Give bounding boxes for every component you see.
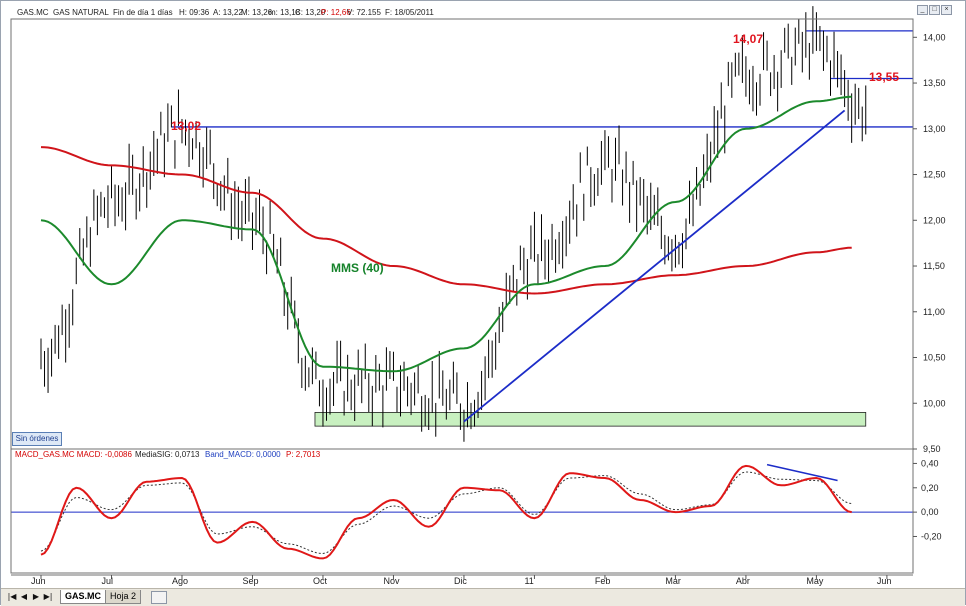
y-tick-label: 13,50: [923, 78, 946, 88]
y-tick-label: 9,50: [923, 444, 941, 454]
x-tick-label: May: [806, 576, 824, 586]
x-tick-label: Jul: [101, 576, 113, 586]
axes: 9,50 10,00 10,50 11,00 11,50 12,00 12,50 13,00 1…: [10, 18, 946, 586]
annotation-high-may: 14,07: [733, 32, 763, 46]
header-v: V: 72.155: [347, 8, 382, 17]
y-tick-label: 14,00: [923, 32, 946, 42]
tab-gas-mc[interactable]: GAS.MC: [60, 590, 106, 604]
support-zone-box: [314, 412, 867, 427]
nav-last-button[interactable]: ▶|: [43, 592, 53, 601]
mms40-line: [40, 95, 852, 373]
sin-ordenes-button[interactable]: Sin órdenes: [12, 432, 62, 446]
macd-divergence-line: [766, 463, 838, 482]
x-tick-label: Dic: [454, 576, 467, 586]
tab-hoja-2[interactable]: Hoja 2: [105, 590, 142, 604]
x-tick-label: Jun: [31, 576, 46, 586]
maximize-icon[interactable]: □: [929, 5, 940, 15]
annotation-level-recent: 13,55: [869, 70, 899, 84]
annotation-high-aug: 13,02: [171, 119, 201, 133]
header-h: H: 09:36: [179, 8, 210, 17]
trendline: [463, 109, 846, 423]
macd-y-tick-label: 0,20: [921, 483, 939, 493]
annotation-mms: MMS (40): [331, 261, 384, 275]
header-m-low: m: 13,18: [269, 8, 301, 17]
x-tick-label: Feb: [595, 576, 611, 586]
y-tick-label: 12,50: [923, 170, 946, 180]
macd-header-band: Band_MACD: 0,0000: [205, 450, 281, 459]
price-panel: [40, 6, 913, 442]
macd-line: [40, 464, 852, 560]
y-tick-label: 10,50: [923, 353, 946, 363]
y-tick-label: 13,00: [923, 124, 946, 134]
nav-prev-button[interactable]: ◀: [20, 592, 28, 601]
macd-header-p: P: 2,7013: [286, 450, 321, 459]
close-icon[interactable]: ×: [941, 5, 952, 15]
y-tick-label: 12,00: [923, 215, 946, 225]
x-tick-label: Ago: [172, 576, 188, 586]
macd-panel: [11, 463, 913, 560]
nav-first-button[interactable]: |◀: [7, 592, 17, 601]
macd-header-macd: MACD_GAS.MC MACD: -0,0086: [15, 450, 132, 459]
x-tick-label: Sep: [242, 576, 258, 586]
header-period: Fin de día 1 días: [113, 8, 173, 17]
header-name: GAS NATURAL: [53, 8, 109, 17]
y-tick-label: 11,00: [923, 307, 945, 317]
minimize-icon[interactable]: _: [917, 5, 928, 15]
y-tick-label: 11,50: [923, 261, 945, 271]
y-tick-label: 10,00: [923, 398, 946, 408]
nav-next-button[interactable]: ▶: [32, 592, 40, 601]
ma-long-line: [40, 146, 852, 295]
macd-y-tick-label: -0,20: [921, 531, 942, 541]
x-tick-label: Oct: [313, 576, 328, 586]
x-tick-label: Nov: [383, 576, 400, 586]
header-m: M: 13,26: [241, 8, 273, 17]
x-tick-label: 11: [524, 576, 533, 586]
sheet-tab-bar: |◀ ◀ ▶ ▶| GAS.MC Hoja 2: [1, 588, 965, 606]
header-f: F: 18/05/2011: [385, 8, 434, 17]
x-tick-label: Mar: [665, 576, 681, 586]
x-tick-label: Jun: [877, 576, 892, 586]
macd-panel-frame: [10, 448, 914, 574]
x-tick-label: Abr: [736, 576, 750, 586]
macd-header-signal: MediaSIG: 0,0713: [135, 450, 200, 459]
header-a: A: 13,22: [213, 8, 243, 17]
header-symbol: GAS.MC: [17, 8, 49, 17]
header-c: C: 13,20: [295, 8, 326, 17]
horizontal-scrollbar[interactable]: [151, 591, 167, 604]
macd-y-tick-label: 0,00: [921, 507, 939, 517]
header-p: P: 12,66: [321, 8, 351, 17]
macd-y-tick-label: 0,40: [921, 458, 939, 468]
